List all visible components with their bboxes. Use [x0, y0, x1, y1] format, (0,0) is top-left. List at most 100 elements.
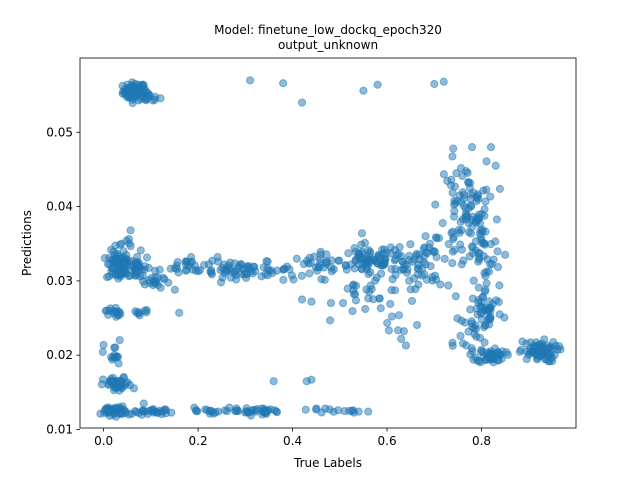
scatter-point — [391, 270, 400, 280]
scatter-point — [449, 144, 458, 153]
scatter-point — [447, 229, 456, 238]
scatter-point — [175, 308, 184, 317]
y-tick-label: 0.05 — [46, 125, 73, 139]
scatter-point — [431, 200, 440, 209]
scatter-point — [481, 285, 490, 294]
scatter-point — [491, 161, 500, 170]
scatter-point — [225, 403, 234, 412]
scatter-point — [502, 348, 511, 357]
scatter-point — [138, 271, 147, 280]
scatter-point — [383, 318, 392, 328]
scatter-point — [457, 245, 466, 254]
scatter-point — [373, 258, 382, 268]
scatter-point — [495, 281, 504, 290]
scatter-point — [476, 232, 486, 241]
scatter-point — [359, 86, 368, 95]
scatter-point — [387, 264, 396, 274]
scatter-point — [555, 342, 564, 351]
scatter-point — [111, 241, 120, 250]
scatter-point — [365, 249, 374, 258]
scatter-point — [202, 406, 212, 415]
scatter-point — [297, 98, 307, 107]
scatter-point — [485, 315, 495, 324]
scatter-point — [434, 233, 444, 243]
scatter-point — [421, 232, 430, 241]
scatter-point — [436, 280, 445, 289]
scatter-point — [297, 271, 306, 280]
scatter-point — [262, 408, 271, 417]
scatter-point — [327, 256, 336, 265]
scatter-point — [440, 254, 449, 263]
scatter-point — [111, 403, 120, 412]
scatter-point — [155, 265, 164, 274]
scatter-point — [96, 409, 105, 418]
scatter-point — [129, 384, 139, 393]
scatter-point — [338, 298, 348, 308]
scatter-point — [532, 338, 541, 347]
scatter-point — [234, 262, 244, 271]
scatter-point — [170, 285, 179, 294]
scatter-point — [374, 250, 383, 260]
y-tick-label: 0.03 — [46, 274, 73, 288]
scatter-point — [414, 260, 423, 270]
scatter-point — [136, 246, 145, 255]
scatter-point — [458, 171, 467, 181]
scatter-point — [263, 257, 272, 266]
scatter-point — [151, 272, 160, 282]
scatter-point — [420, 252, 429, 261]
scatter-point — [307, 375, 316, 384]
scatter-point — [119, 406, 128, 416]
scatter-point — [456, 163, 466, 173]
scatter-point — [457, 316, 466, 325]
scatter-point — [475, 210, 484, 219]
scatter-point — [409, 274, 419, 283]
scatter-point — [207, 266, 216, 275]
scatter-point — [124, 235, 134, 244]
scatter-point — [151, 92, 160, 102]
scatter-point — [181, 257, 190, 266]
scatter-point — [439, 77, 448, 86]
scatter-point — [529, 347, 538, 356]
scatter-point — [444, 281, 453, 290]
scatter-point — [493, 247, 502, 256]
scatter-point — [394, 311, 404, 320]
scatter-point — [469, 276, 478, 285]
scatter-point — [263, 271, 272, 280]
scatter-point — [486, 349, 495, 358]
scatter-point — [354, 249, 364, 259]
scatter-point — [270, 406, 279, 415]
scatter-point — [133, 252, 142, 262]
scatter-point — [518, 337, 527, 346]
scatter-point — [371, 276, 380, 285]
scatter-point — [164, 278, 173, 287]
scatter-point — [120, 260, 129, 270]
scatter-point — [488, 299, 497, 309]
scatter-point — [287, 271, 297, 280]
scatter-point — [491, 237, 500, 246]
scatter-point — [124, 92, 134, 101]
scatter-point — [344, 249, 353, 258]
scatter-point — [301, 405, 310, 414]
scatter-point — [473, 310, 482, 319]
scatter-point — [109, 308, 118, 318]
scatter-point — [456, 217, 465, 227]
scatter-point — [119, 247, 128, 256]
scatter-point — [357, 240, 366, 249]
scatter-point — [492, 215, 501, 224]
scatter-point — [361, 304, 370, 314]
scatter-point — [98, 347, 107, 357]
x-axis-label: True Labels — [293, 456, 362, 470]
scatter-point — [245, 76, 255, 85]
y-tick-label: 0.04 — [46, 200, 73, 214]
scatter-point — [153, 280, 163, 290]
scatter-point — [461, 204, 470, 213]
scatter-point — [421, 260, 430, 269]
y-tick-label: 0.02 — [46, 348, 73, 362]
scatter-point — [495, 310, 504, 319]
scatter-point — [380, 258, 389, 267]
scatter-point — [115, 336, 124, 345]
scatter-point — [172, 264, 182, 273]
scatter-point — [451, 292, 460, 301]
x-tick-label: 0.0 — [94, 434, 113, 448]
scatter-point — [457, 260, 466, 269]
